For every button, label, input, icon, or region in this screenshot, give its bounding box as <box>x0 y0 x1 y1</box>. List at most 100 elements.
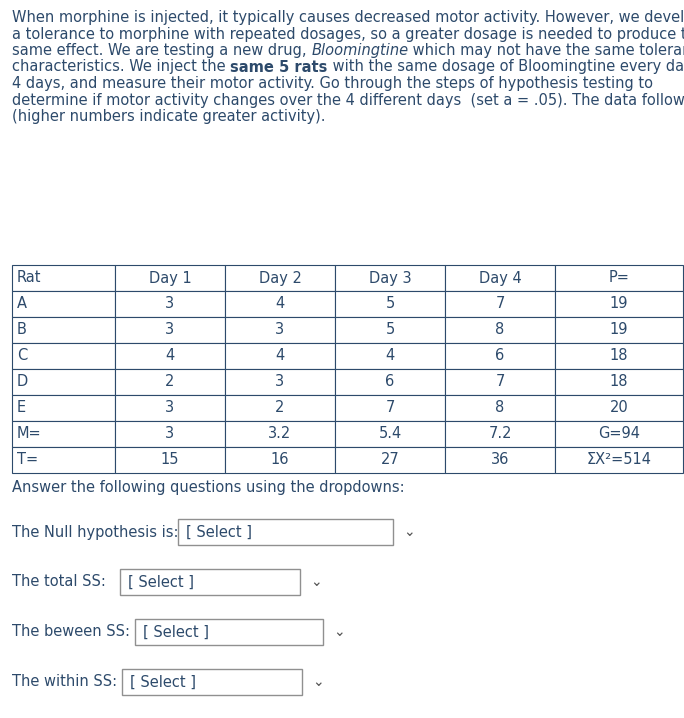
Bar <box>225 265 335 291</box>
Bar <box>115 265 225 291</box>
Bar <box>555 369 683 395</box>
Text: 18: 18 <box>609 348 628 363</box>
Text: same effect. We are testing a new drug,: same effect. We are testing a new drug, <box>12 43 311 58</box>
Bar <box>12 369 115 395</box>
Text: 3.2: 3.2 <box>268 426 291 442</box>
Text: 2: 2 <box>166 375 174 389</box>
Text: When morphine is injected, it typically causes decreased motor activity. However: When morphine is injected, it typically … <box>12 10 684 25</box>
Bar <box>225 395 335 421</box>
Bar <box>115 317 225 343</box>
Text: B: B <box>17 322 27 337</box>
Text: E: E <box>17 401 26 416</box>
Text: 36: 36 <box>491 452 509 467</box>
Text: 7: 7 <box>495 375 505 389</box>
Text: 7.2: 7.2 <box>488 426 512 442</box>
Bar <box>335 421 445 447</box>
Text: 15: 15 <box>161 452 179 467</box>
Text: The beween SS:: The beween SS: <box>12 625 130 640</box>
Text: 8: 8 <box>495 322 505 337</box>
Text: 3: 3 <box>276 322 285 337</box>
Text: same 5 rats: same 5 rats <box>231 60 328 75</box>
Text: Day 2: Day 2 <box>259 271 302 286</box>
Bar <box>335 369 445 395</box>
Bar <box>115 447 225 473</box>
Bar <box>12 265 115 291</box>
Text: 8: 8 <box>495 401 505 416</box>
Bar <box>445 395 555 421</box>
Text: ⌄: ⌄ <box>333 625 345 639</box>
Text: 3: 3 <box>166 297 174 312</box>
Text: (higher numbers indicate greater activity).: (higher numbers indicate greater activit… <box>12 109 326 124</box>
Text: ⌄: ⌄ <box>403 525 415 539</box>
Text: Day 3: Day 3 <box>369 271 411 286</box>
Bar <box>555 447 683 473</box>
Bar <box>115 343 225 369</box>
Text: Bloomingtine: Bloomingtine <box>311 43 408 58</box>
Bar <box>225 317 335 343</box>
Text: 4: 4 <box>166 348 174 363</box>
Bar <box>335 317 445 343</box>
Text: 5.4: 5.4 <box>378 426 402 442</box>
Text: 3: 3 <box>166 322 174 337</box>
Text: 3: 3 <box>276 375 285 389</box>
Bar <box>115 369 225 395</box>
Bar <box>225 343 335 369</box>
Text: 19: 19 <box>609 322 628 337</box>
Text: The within SS:: The within SS: <box>12 674 117 689</box>
Text: ΣX²=514: ΣX²=514 <box>586 452 651 467</box>
Text: D: D <box>17 375 28 389</box>
Text: ⌄: ⌄ <box>310 575 321 589</box>
Bar <box>445 291 555 317</box>
Bar <box>12 421 115 447</box>
Text: P=: P= <box>609 271 629 286</box>
Text: G=94: G=94 <box>598 426 640 442</box>
Bar <box>335 265 445 291</box>
Text: 4: 4 <box>385 348 395 363</box>
Text: 19: 19 <box>609 297 628 312</box>
Bar <box>335 447 445 473</box>
Text: A: A <box>17 297 27 312</box>
Text: 6: 6 <box>385 375 395 389</box>
Text: characteristics. We inject the: characteristics. We inject the <box>12 60 231 75</box>
Bar <box>555 421 683 447</box>
Bar <box>135 619 323 645</box>
Text: [ Select ]: [ Select ] <box>186 525 252 539</box>
Bar <box>225 369 335 395</box>
Bar <box>115 395 225 421</box>
Text: The total SS:: The total SS: <box>12 574 106 589</box>
Text: Answer the following questions using the dropdowns:: Answer the following questions using the… <box>12 480 405 495</box>
Text: 3: 3 <box>166 401 174 416</box>
Text: 4 days, and measure their motor activity. Go through the steps of hypothesis tes: 4 days, and measure their motor activity… <box>12 76 653 91</box>
Bar <box>555 317 683 343</box>
Bar <box>120 569 300 595</box>
Text: [ Select ]: [ Select ] <box>143 625 209 640</box>
Text: Rat: Rat <box>17 271 42 286</box>
Text: 2: 2 <box>276 401 285 416</box>
Bar <box>555 343 683 369</box>
Bar <box>445 317 555 343</box>
Text: 27: 27 <box>380 452 399 467</box>
Text: 3: 3 <box>166 426 174 442</box>
Bar <box>445 265 555 291</box>
Bar <box>122 669 302 695</box>
Text: determine if motor activity changes over the 4 different days  (set a = .05). Th: determine if motor activity changes over… <box>12 93 684 108</box>
Bar <box>12 291 115 317</box>
Text: 7: 7 <box>495 297 505 312</box>
Text: The Null hypothesis is:: The Null hypothesis is: <box>12 525 179 539</box>
Text: with the same dosage of Bloomingtine every day for: with the same dosage of Bloomingtine eve… <box>328 60 684 75</box>
Text: 16: 16 <box>271 452 289 467</box>
Bar <box>445 421 555 447</box>
Text: 18: 18 <box>609 375 628 389</box>
Bar <box>178 519 393 545</box>
Text: a tolerance to morphine with repeated dosages, so a greater dosage is needed to : a tolerance to morphine with repeated do… <box>12 27 684 42</box>
Bar <box>555 291 683 317</box>
Bar <box>225 291 335 317</box>
Bar <box>445 369 555 395</box>
Text: 7: 7 <box>385 401 395 416</box>
Text: ⌄: ⌄ <box>312 675 324 689</box>
Text: [ Select ]: [ Select ] <box>130 674 196 689</box>
Text: T=: T= <box>17 452 38 467</box>
Text: 5: 5 <box>385 297 395 312</box>
Text: C: C <box>17 348 27 363</box>
Text: 4: 4 <box>276 348 285 363</box>
